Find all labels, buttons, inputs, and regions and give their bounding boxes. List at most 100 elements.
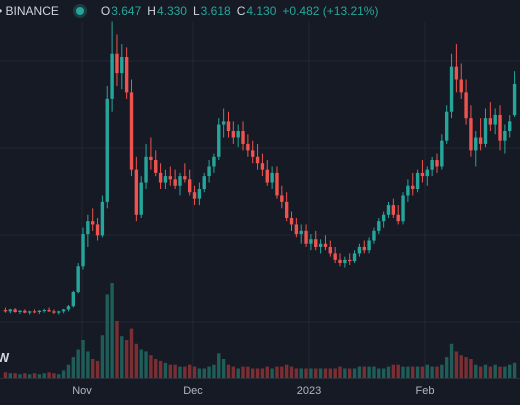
volume-bar — [289, 366, 294, 378]
volume-bar — [333, 368, 337, 378]
volume-bar — [299, 368, 303, 378]
volume-bar — [401, 366, 405, 378]
candle-body — [459, 79, 463, 93]
volume-bar — [503, 366, 507, 378]
candle-body — [197, 189, 202, 199]
candle-body — [57, 311, 61, 313]
volume-bar — [323, 368, 328, 378]
x-tick-label: 2023 — [296, 385, 322, 397]
volume-bar — [76, 349, 80, 378]
candle-body — [81, 234, 85, 267]
candle-body — [42, 310, 46, 312]
volume-bar — [449, 343, 454, 378]
candle-body — [37, 310, 42, 313]
candle-body — [309, 239, 313, 244]
candle-body — [192, 192, 197, 199]
volume-bar — [284, 364, 289, 378]
candle-body — [173, 179, 177, 186]
close-label: C — [236, 4, 246, 18]
candle-body — [91, 221, 95, 225]
volume-bar — [134, 343, 139, 378]
volume-bar — [202, 368, 206, 378]
volume-bar — [71, 357, 76, 378]
volume-bar — [474, 364, 478, 378]
volume-bar — [493, 364, 497, 378]
volume-bar — [318, 368, 323, 378]
volume-bar — [386, 366, 391, 378]
volume-bar — [129, 328, 134, 378]
candle-body — [420, 172, 425, 177]
candle-body — [512, 84, 517, 116]
volume-bar — [207, 366, 211, 378]
volume-bar — [348, 368, 352, 378]
volume-bar — [444, 357, 449, 378]
volume-bar — [314, 368, 318, 378]
volume-bar — [275, 366, 279, 378]
candle-body — [454, 66, 459, 80]
candle-body — [3, 310, 8, 312]
candle-body — [391, 205, 396, 215]
volume-bar — [187, 364, 192, 378]
high-label: H — [147, 4, 156, 18]
candle-body — [47, 310, 51, 312]
volume-bar — [212, 364, 216, 378]
candle-body — [357, 246, 362, 254]
candle-body — [8, 309, 12, 312]
volume-bar — [469, 359, 473, 378]
candle-body — [411, 185, 415, 189]
volume-bar — [512, 362, 517, 378]
volume-bar — [27, 374, 32, 378]
candle-body — [32, 311, 37, 313]
candle-body — [348, 259, 352, 262]
volume-bar — [221, 359, 226, 378]
candle-body — [246, 143, 250, 151]
volume-bar — [163, 362, 168, 378]
volume-bar — [91, 359, 95, 378]
candle-body — [299, 230, 303, 235]
volume-bar — [464, 357, 468, 378]
volume-bar — [454, 351, 459, 378]
candle-body — [483, 118, 488, 144]
volume-bar — [18, 374, 22, 378]
volume-bar — [197, 368, 202, 378]
candle-body — [212, 156, 216, 167]
x-tick-label: Dec — [183, 385, 203, 397]
open-label: O — [100, 4, 111, 18]
volume-bar — [328, 368, 333, 378]
time-axis[interactable]: Nov Dec 2023 Feb — [0, 378, 520, 401]
volume-legend-label: W — [0, 350, 10, 365]
volume-bar — [260, 368, 265, 378]
volume-bar — [231, 366, 236, 378]
volume-bar — [415, 366, 420, 378]
volume-bar — [158, 360, 163, 378]
candle-body — [187, 179, 192, 193]
candle-body — [396, 214, 400, 222]
volume-bar — [124, 340, 129, 378]
volume-bar — [381, 368, 386, 378]
candle-body — [270, 172, 274, 183]
candle-body — [367, 240, 371, 251]
low-value: 3.618 — [200, 4, 231, 18]
candle-body — [377, 221, 381, 231]
volume-bar — [236, 368, 240, 378]
candle-body — [333, 253, 337, 260]
x-tick-label: Nov — [72, 385, 92, 397]
volume-bar — [498, 366, 502, 378]
volume-bar — [52, 373, 56, 378]
close-value: 4.130 — [246, 4, 277, 18]
volume-bar — [61, 370, 66, 378]
candle-body — [202, 176, 206, 189]
candle-body — [76, 266, 80, 293]
volume-bar — [411, 366, 415, 378]
symbol-exchange[interactable]: • BINANCE — [0, 4, 59, 18]
candle-layer — [3, 21, 517, 315]
volume-bar — [396, 364, 400, 378]
volume-bar — [8, 373, 12, 378]
volume-bar — [105, 294, 109, 378]
candle-body — [343, 259, 347, 264]
change-value: +0.482 (+13.21%) — [282, 4, 379, 18]
volume-bar — [255, 368, 260, 378]
candle-body — [124, 56, 129, 93]
